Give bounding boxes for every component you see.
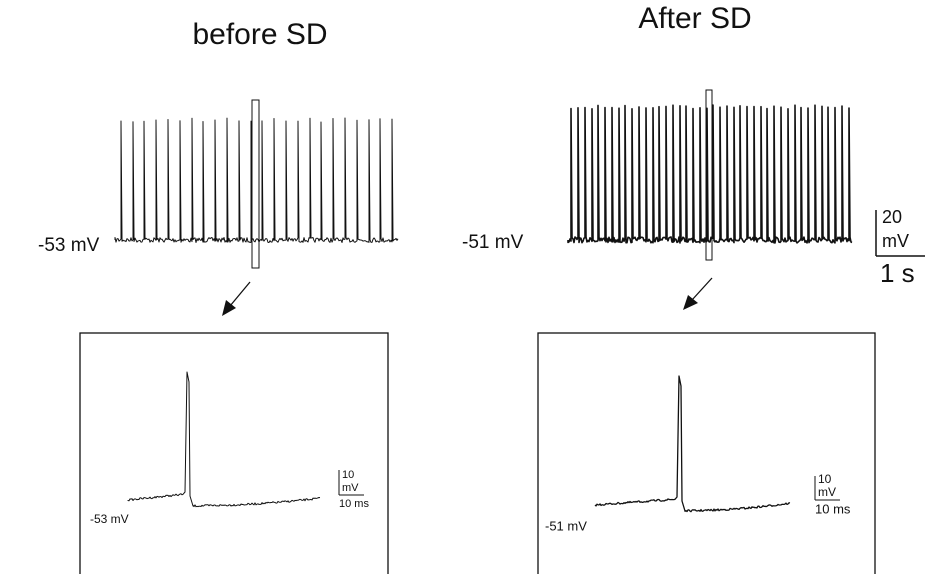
scale-label: mV xyxy=(342,482,359,494)
scale-label: 10 ms xyxy=(815,501,851,516)
scale-label: 10 xyxy=(818,472,832,486)
selection-box xyxy=(705,89,713,261)
scale-label: 10 ms xyxy=(339,498,369,510)
scale-label: mV xyxy=(882,231,909,251)
arrow-head xyxy=(683,295,698,310)
scale-label: 10 xyxy=(342,469,354,481)
inset-trace xyxy=(127,371,321,508)
trace xyxy=(567,104,853,244)
resting-label: -53 mV xyxy=(38,235,100,256)
arrow xyxy=(229,281,251,307)
selection-box xyxy=(251,99,260,269)
inset-frame xyxy=(537,332,876,574)
trace-path xyxy=(114,117,399,243)
resting-label: -51 mV xyxy=(545,518,587,533)
trace-path xyxy=(594,375,791,513)
arrow xyxy=(691,277,713,301)
resting-label: -51 mV xyxy=(462,232,524,253)
trace-path xyxy=(567,104,853,244)
inset-trace xyxy=(594,375,791,513)
scale-label: 20 xyxy=(882,207,902,227)
resting-label: -53 mV xyxy=(90,512,129,526)
inset-frame xyxy=(79,332,389,574)
scale-label: mV xyxy=(818,485,836,499)
panel-title: After SD xyxy=(638,2,751,35)
arrow-head xyxy=(222,300,236,316)
panel-title: before SD xyxy=(192,18,327,51)
trace-path xyxy=(127,371,321,508)
scale-label: 1 s xyxy=(880,258,915,288)
trace xyxy=(114,117,399,243)
